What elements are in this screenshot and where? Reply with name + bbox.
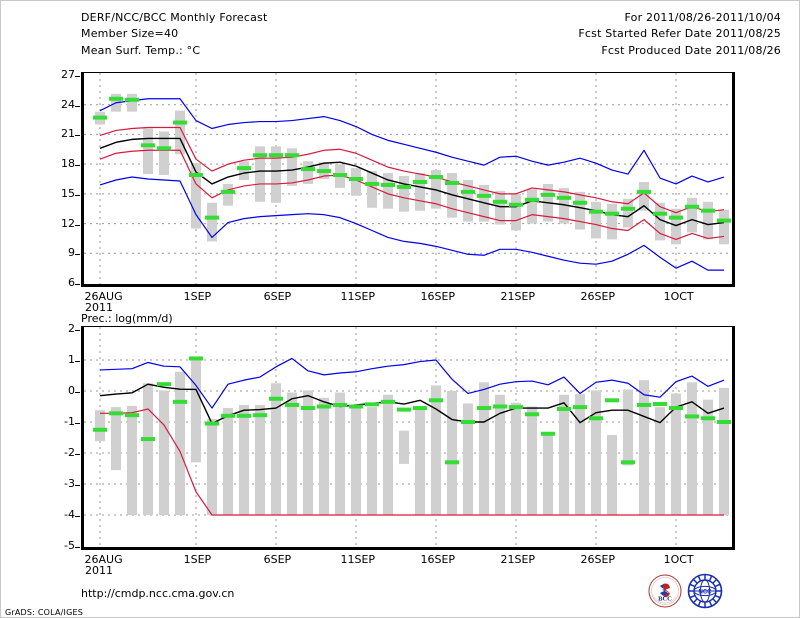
precipitation-y-tick-mark [75, 361, 80, 362]
forecast-produced-date-label: Fcst Produced Date 2011/08/26 [601, 44, 781, 57]
temperature-y-tick-mark [75, 284, 80, 285]
temperature-plot-canvas [84, 73, 732, 284]
member-size-label: Member Size=40 [81, 27, 179, 40]
temperature-y-tick: 12 [61, 216, 75, 230]
temperature-x-tick: 6SEP [263, 290, 292, 303]
precipitation-x-tick: 1SEP [183, 553, 212, 566]
precipitation-y-tick: -1 [64, 415, 75, 428]
cmdp-url-link[interactable]: http://cmdp.ncc.cma.gov.cn [81, 587, 235, 600]
observed-markers [93, 96, 731, 223]
spread-bars [95, 357, 729, 515]
svg-text:NCC: NCC [699, 590, 713, 596]
temperature-plot [81, 72, 735, 287]
temperature-y-tick-mark [75, 224, 80, 226]
precipitation-y-tick: 2 [68, 322, 75, 335]
grads-attribution: GrADS: COLA/IGES [5, 608, 84, 617]
temperature-variable-label: Mean Surf. Temp.: °C [81, 44, 201, 57]
svg-text:BCC: BCC [658, 596, 672, 603]
temperature-y-tick: 6 [68, 276, 75, 289]
temperature-y-tick: 15 [61, 186, 75, 200]
precipitation-y-tick: 0 [68, 384, 75, 397]
forecast-start-date-label: Fcst Started Refer Date 2011/08/25 [578, 27, 781, 40]
temperature-y-tick-mark [75, 135, 80, 137]
precipitation-y-tick-mark [75, 454, 80, 455]
ncc-logo: NCC [687, 573, 723, 609]
precipitation-y-tick-mark [75, 547, 80, 548]
temperature-x-tick: 1OCT [663, 290, 694, 303]
precipitation-y-tick-mark [75, 485, 80, 486]
temperature-x-tick: 26SEP [580, 290, 616, 303]
precipitation-y-tick-mark [75, 392, 80, 393]
temperature-x-tick: 11SEP [340, 290, 376, 303]
forecast-period-label: For 2011/08/26-2011/10/04 [624, 11, 781, 24]
temperature-y-tick-mark [75, 194, 80, 196]
precipitation-x-tick: 16SEP [420, 553, 456, 566]
precipitation-y-tick: 1 [68, 353, 75, 366]
temperature-x-tick: 21SEP [500, 290, 536, 303]
precipitation-x-tick: 1OCT [663, 553, 694, 566]
observed-markers [93, 356, 731, 465]
temperature-y-tick: 18 [61, 157, 75, 171]
temperature-y-tick-mark [75, 76, 80, 77]
precipitation-plot [81, 326, 735, 550]
precipitation-x-axis-year: 2011 [85, 564, 113, 577]
precipitation-y-tick: -3 [64, 477, 75, 490]
temperature-y-tick: 9 [68, 246, 75, 260]
spread-bars [95, 93, 729, 245]
precipitation-y-tick-mark [75, 330, 80, 331]
precipitation-x-tick: 26AUG [84, 553, 123, 566]
temperature-y-tick-mark [75, 165, 80, 167]
chart-title: DERF/NCC/BCC Monthly Forecast [81, 11, 268, 24]
temperature-x-tick: 16SEP [420, 290, 456, 303]
precipitation-y-tick-mark [75, 423, 80, 424]
temperature-y-tick: 21 [61, 127, 75, 141]
temperature-x-tick: 26AUG [84, 290, 123, 303]
temperature-x-axis-year: 2011 [85, 301, 113, 314]
temperature-y-tick: 27 [61, 68, 75, 81]
precipitation-plot-canvas [84, 327, 732, 547]
precipitation-y-tick: -2 [64, 446, 75, 459]
temperature-y-tick: 24 [61, 97, 75, 111]
temperature-y-tick-mark [75, 105, 80, 107]
precipitation-y-tick-mark [75, 516, 80, 517]
temperature-y-tick-mark [75, 254, 80, 256]
precipitation-plot-title: Prec.: log(mm/d) [81, 312, 173, 325]
precipitation-x-tick: 11SEP [340, 553, 376, 566]
precipitation-x-tick: 26SEP [580, 553, 616, 566]
precipitation-y-tick: -5 [64, 539, 75, 552]
temperature-x-tick: 1SEP [183, 290, 212, 303]
bcc-logo: BCC [647, 573, 683, 609]
precipitation-y-tick: -4 [64, 508, 75, 521]
precipitation-x-tick: 21SEP [500, 553, 536, 566]
precipitation-x-tick: 6SEP [263, 553, 292, 566]
